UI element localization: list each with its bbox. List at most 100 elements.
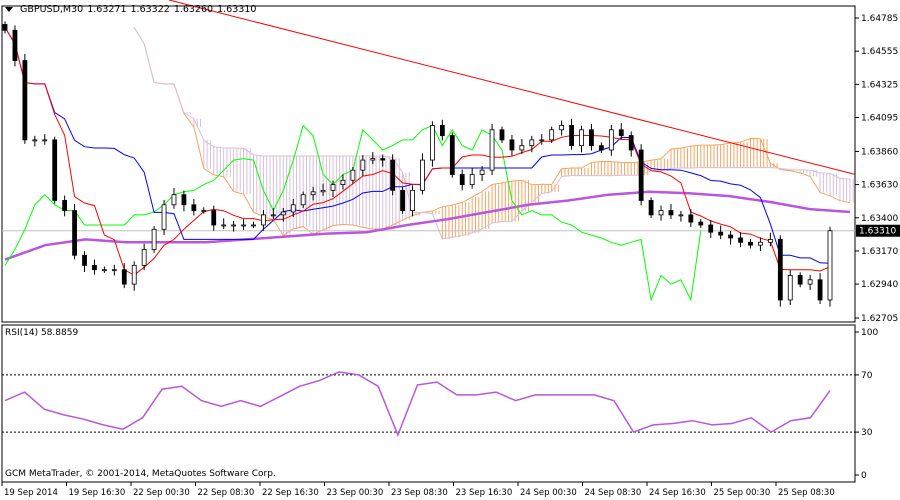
candle-body (459, 174, 465, 185)
dropdown-triangle-icon[interactable] (5, 7, 13, 12)
candle-body (261, 214, 266, 226)
candle-body (101, 269, 107, 272)
candle (121, 263, 127, 289)
candle-body (320, 189, 326, 193)
moving-average-line (4, 190, 851, 261)
price-tick-label: 1.64555 (861, 47, 898, 57)
candle (479, 166, 485, 182)
candle (82, 251, 87, 272)
rsi-panel-frame (1, 324, 856, 483)
candle (420, 153, 425, 195)
open-value: 1.63271 (87, 4, 127, 15)
current-price-label: 1.63310 (859, 227, 896, 237)
price-tick-label: 1.63170 (861, 247, 898, 257)
candle-body (171, 194, 177, 206)
candle (2, 21, 8, 34)
candle-body (449, 135, 455, 175)
candle (241, 219, 246, 230)
candle (708, 220, 714, 238)
candle (777, 235, 783, 307)
chart-header: GBPUSD,M30 1.63271 1.63322 1.63260 1.633… (5, 4, 256, 15)
rsi-line (4, 371, 831, 438)
candle-body (111, 269, 117, 272)
symbol-label: GBPUSD,M30 (20, 4, 84, 15)
candle-body (330, 184, 336, 191)
candle (767, 232, 773, 247)
candle-body (668, 210, 674, 216)
candle (360, 155, 366, 176)
candle-body (211, 210, 217, 226)
candle (449, 132, 455, 178)
candle (52, 136, 58, 204)
candle-body (62, 200, 68, 211)
candle-body (151, 228, 157, 250)
candle (92, 259, 97, 275)
candle (171, 188, 177, 209)
candle-body (201, 210, 207, 212)
candle (161, 199, 167, 236)
candle (499, 126, 505, 144)
candle-body (360, 159, 366, 171)
candle-body (340, 179, 346, 185)
candle (758, 237, 763, 251)
candle-body (658, 210, 664, 216)
candle (270, 208, 276, 219)
trendline (168, 0, 856, 175)
candle-body (221, 224, 227, 227)
candle (300, 191, 306, 208)
candle (489, 124, 495, 176)
candle (32, 135, 38, 147)
candle (400, 187, 405, 214)
rsi-tick-label: 30 (861, 428, 873, 438)
candle-body (648, 200, 654, 216)
candle-body (539, 139, 545, 142)
candle-body (688, 214, 694, 223)
candle (101, 266, 107, 273)
price-tick-label: 1.62940 (861, 280, 898, 290)
candles (2, 21, 833, 307)
senkou-span-b-line (133, 27, 850, 240)
candle (72, 203, 77, 260)
time-tick-label: 24 Sep 08:30 (585, 488, 642, 498)
candle-body (807, 279, 813, 285)
candle-body (608, 129, 614, 151)
candle (290, 199, 296, 217)
rsi-tick-label: 100 (861, 328, 878, 338)
candle-body (519, 145, 525, 151)
candle (519, 139, 525, 155)
candle (688, 209, 694, 227)
rsi-label: RSI(14) 58.8859 (5, 328, 79, 338)
candle (529, 135, 535, 153)
candle (280, 207, 286, 222)
candle-body (280, 211, 286, 216)
candle-body (141, 249, 147, 266)
candle-body (251, 224, 256, 227)
candle-body (559, 125, 565, 131)
candle (201, 207, 207, 214)
price-tick-label: 1.62705 (861, 314, 898, 324)
candle (390, 154, 396, 196)
price-tick-label: 1.63860 (861, 147, 898, 157)
candle-body (121, 269, 127, 285)
price-tick-label: 1.64785 (861, 14, 898, 24)
candle (430, 121, 435, 167)
candle-body (241, 224, 246, 227)
candle-body (718, 231, 724, 236)
ichimoku-cloud (183, 112, 854, 239)
time-tick-label: 23 Sep 00:30 (327, 488, 384, 498)
candle (141, 243, 147, 271)
candle (539, 134, 545, 145)
candle (151, 226, 157, 253)
time-tick-label: 19 Sep 2014 (4, 488, 58, 498)
candle-body (817, 279, 823, 301)
candle (728, 231, 734, 245)
rsi-tick-label: 0 (861, 471, 867, 481)
candle (370, 151, 376, 165)
candle-body (131, 264, 137, 285)
candle (459, 169, 465, 191)
candle (618, 123, 624, 140)
candle-body (569, 125, 574, 147)
candle (22, 53, 28, 144)
candle (410, 185, 415, 217)
